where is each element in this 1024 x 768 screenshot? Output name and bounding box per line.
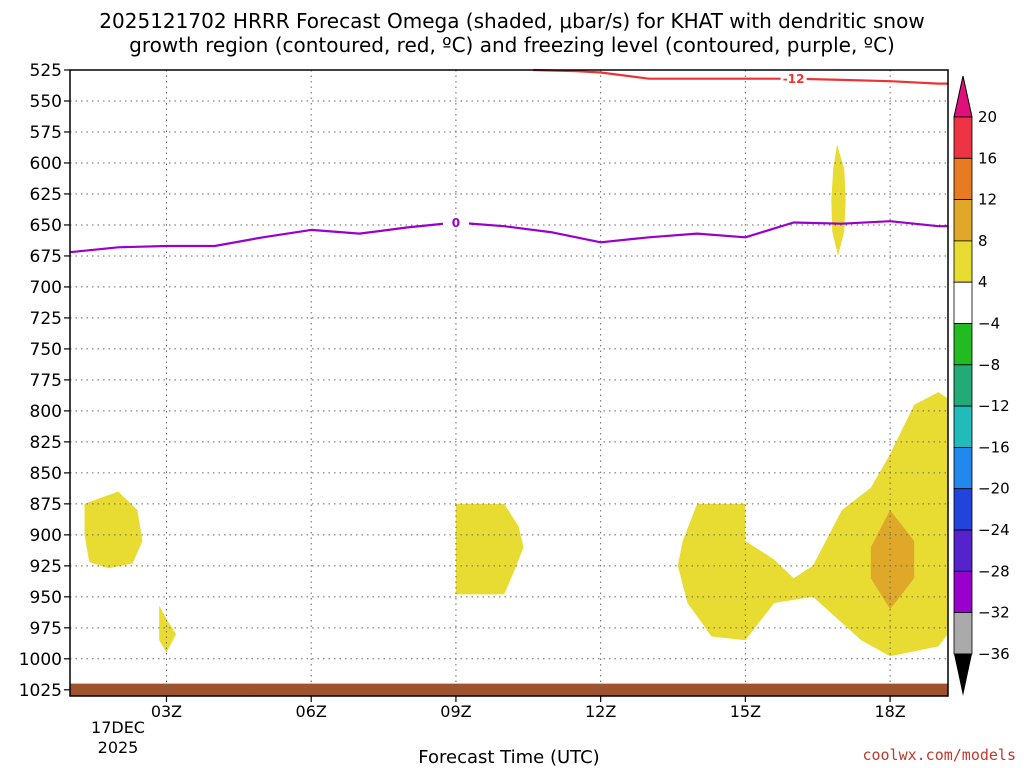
- y-tick-label-650: 650: [30, 216, 62, 236]
- colorbar-swatch-0: [953, 116, 973, 159]
- y-tick-label-875: 875: [30, 495, 62, 515]
- colorbar-label-2: 12: [978, 191, 997, 209]
- y-tick-label-525: 525: [30, 61, 62, 81]
- colorbar-swatch-9: [953, 488, 973, 531]
- x-tick-label-06Z: 06Z: [296, 702, 327, 721]
- shaded-region-omega-4-8-a: [84, 491, 143, 569]
- source-credit: coolwx.com/models: [862, 746, 1016, 764]
- x-tick-label-03Z: 03Z: [151, 702, 182, 721]
- y-tick-label-600: 600: [30, 154, 62, 174]
- dendritic-contour-label: -12: [783, 72, 805, 86]
- shaded-region-omega-4-8-e: [831, 144, 846, 256]
- y-tick-label-1025: 1025: [19, 681, 62, 701]
- y-tick-label-775: 775: [30, 371, 62, 391]
- y-tick-label-925: 925: [30, 557, 62, 577]
- colorbar-top-arrow: [953, 75, 973, 118]
- colorbar-label-0: 20: [978, 108, 997, 126]
- y-tick-label-825: 825: [30, 433, 62, 453]
- colorbar-swatch-10: [953, 529, 973, 572]
- colorbar: 20 16 12 8 4 −4 −8 −12 −16 −20 −24 −28 −32 −36: [953, 75, 1010, 696]
- x-tick-label-09Z: 09Z: [440, 702, 471, 721]
- chart-title-line-1: 2025121702 HRRR Forecast Omega (shaded, …: [99, 9, 924, 33]
- colorbar-swatch-4: [953, 281, 973, 324]
- shaded-region-omega-8-12: [870, 510, 915, 610]
- colorbar-swatch-5: [953, 323, 973, 366]
- y-tick-label-975: 975: [30, 619, 62, 639]
- y-tick-label-550: 550: [30, 92, 62, 112]
- y-tick-label-1000: 1000: [19, 650, 62, 670]
- colorbar-swatch-8: [953, 446, 973, 490]
- x-axis: 03Z 06Z 09Z 12Z 15Z 18Z: [151, 696, 906, 721]
- y-tick-label-575: 575: [30, 123, 62, 143]
- freezing-level-line: [69, 220, 948, 254]
- y-tick-label-625: 625: [30, 185, 62, 205]
- plot-background: [70, 70, 948, 696]
- colorbar-label-4: 4: [978, 273, 988, 291]
- freezing-level-label: 0: [452, 216, 460, 230]
- colorbar-label-10: −24: [978, 521, 1010, 539]
- grid-layer: [70, 70, 948, 696]
- colorbar-swatch-11: [953, 570, 973, 613]
- y-tick-label-800: 800: [30, 402, 62, 422]
- colorbar-label-3: 8: [978, 232, 988, 250]
- x-axis-title: Forecast Time (UTC): [418, 747, 599, 768]
- dendritic-contour-line: [533, 68, 948, 85]
- shaded-region-omega-4-8-c: [455, 503, 524, 595]
- colorbar-label-8: −16: [978, 438, 1010, 456]
- x-tick-label-18Z: 18Z: [874, 702, 905, 721]
- colorbar-bottom-arrow: [954, 653, 972, 696]
- x-date-day: 17DEC: [91, 718, 145, 737]
- colorbar-swatch-3: [953, 240, 973, 283]
- colorbar-swatch-7: [953, 405, 973, 448]
- colorbar-swatch-1: [953, 157, 973, 201]
- y-tick-label-725: 725: [30, 309, 62, 329]
- y-tick-label-850: 850: [30, 464, 62, 484]
- y-tick-label-700: 700: [30, 278, 62, 298]
- dendritic-contour-label-bg: [780, 71, 807, 86]
- x-date-year: 2025: [98, 738, 139, 757]
- omega-shading-layer: [84, 144, 948, 657]
- colorbar-label-6: −8: [978, 356, 1000, 374]
- contour-layer: 0 -12: [69, 68, 948, 254]
- y-tick-label-750: 750: [30, 340, 62, 360]
- colorbar-label-1: 16: [978, 149, 997, 167]
- colorbar-label-9: −20: [978, 480, 1010, 498]
- plot-frame: [69, 69, 949, 697]
- y-tick-label-950: 950: [30, 588, 62, 608]
- freezing-level-label-bg: [442, 215, 469, 230]
- colorbar-label-7: −12: [978, 397, 1010, 415]
- y-tick-label-900: 900: [30, 526, 62, 546]
- y-axis: 525 550 575 600 625 650 675 700 725 750 775 800 825 8…: [19, 61, 70, 701]
- x-tick-label-12Z: 12Z: [585, 702, 616, 721]
- ground-strip: [70, 683, 948, 696]
- ground-layer: [70, 683, 948, 696]
- colorbar-label-5: −4: [978, 315, 1000, 333]
- colorbar-label-12: −32: [978, 604, 1010, 622]
- shaded-region-omega-4-8-b: [159, 605, 177, 653]
- colorbar-swatch-6: [953, 364, 973, 407]
- colorbar-label-13: −36: [978, 645, 1010, 663]
- chart-title-line-2: growth region (contoured, red, ºC) and f…: [129, 33, 895, 57]
- colorbar-swatch-12: [953, 612, 973, 655]
- colorbar-label-11: −28: [978, 562, 1010, 580]
- x-tick-label-15Z: 15Z: [730, 702, 761, 721]
- colorbar-swatch-2: [953, 199, 973, 242]
- y-tick-label-675: 675: [30, 247, 62, 267]
